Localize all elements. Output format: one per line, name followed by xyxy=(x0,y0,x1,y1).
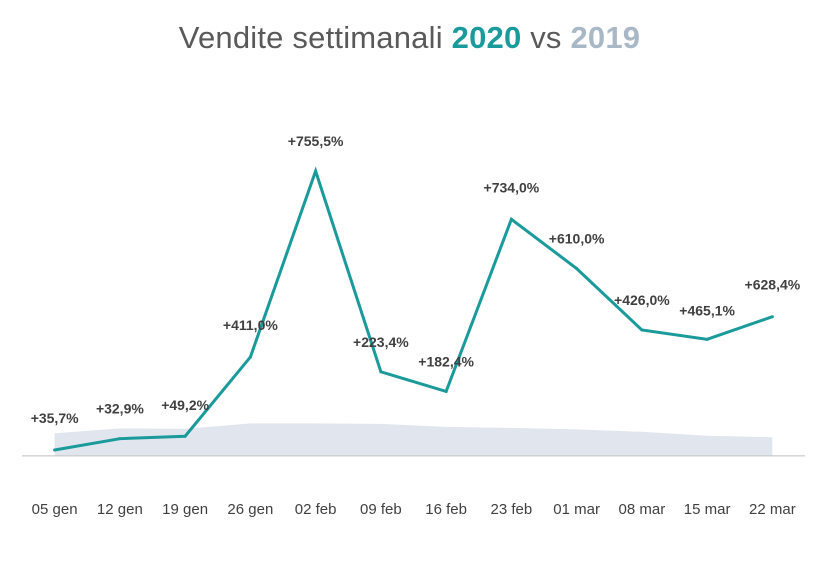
series-2020-point xyxy=(705,337,709,341)
series-2020-point xyxy=(118,437,122,441)
data-label: +610,0% xyxy=(549,231,605,247)
series-2020-line xyxy=(54,166,773,452)
data-label: +223,4% xyxy=(353,334,409,350)
data-label: +628,4% xyxy=(745,277,801,293)
series-2020-point xyxy=(770,315,774,319)
series-2020-point xyxy=(575,267,579,271)
x-tick-label: 22 mar xyxy=(749,501,796,518)
series-2020-point xyxy=(183,434,187,438)
x-tick-label: 19 gen xyxy=(162,501,208,518)
x-tick-label: 12 gen xyxy=(97,501,143,518)
data-label: +426,0% xyxy=(614,292,670,308)
series-2020-point xyxy=(379,370,383,374)
data-label: +182,4% xyxy=(418,353,474,369)
x-tick-label: 23 feb xyxy=(491,501,533,518)
data-label: +49,2% xyxy=(161,397,209,413)
series-2020-point xyxy=(509,217,513,221)
series-2020-point xyxy=(314,169,318,173)
x-tick-label: 08 mar xyxy=(619,501,666,518)
series-2020-point xyxy=(248,355,252,359)
data-label: +35,7% xyxy=(31,410,79,426)
title-year-2019: 2019 xyxy=(570,20,641,55)
data-label: +411,0% xyxy=(223,317,278,333)
chart-title: Vendite settimanali 2020 vs 2019 xyxy=(0,20,819,56)
x-tick-label: 02 feb xyxy=(295,501,337,518)
x-tick-label: 16 feb xyxy=(425,501,467,518)
x-tick-label: 01 mar xyxy=(553,501,600,518)
data-label: +734,0% xyxy=(484,179,540,195)
x-tick-label: 26 gen xyxy=(227,501,273,518)
title-year-2020: 2020 xyxy=(451,20,522,55)
x-tick-label: 05 gen xyxy=(32,501,78,518)
series-2019-area xyxy=(54,423,773,456)
title-prefix: Vendite settimanali xyxy=(178,20,443,55)
series-2020-point xyxy=(53,448,57,452)
x-tick-label: 15 mar xyxy=(684,501,731,518)
data-label: +465,1% xyxy=(679,302,735,318)
data-label: +32,9% xyxy=(96,401,144,417)
title-connector: vs xyxy=(530,20,562,55)
data-label: +755,5% xyxy=(288,133,344,149)
series-2020-point xyxy=(444,389,448,393)
series-2020-point xyxy=(640,328,644,332)
x-tick-label: 09 feb xyxy=(360,501,402,518)
